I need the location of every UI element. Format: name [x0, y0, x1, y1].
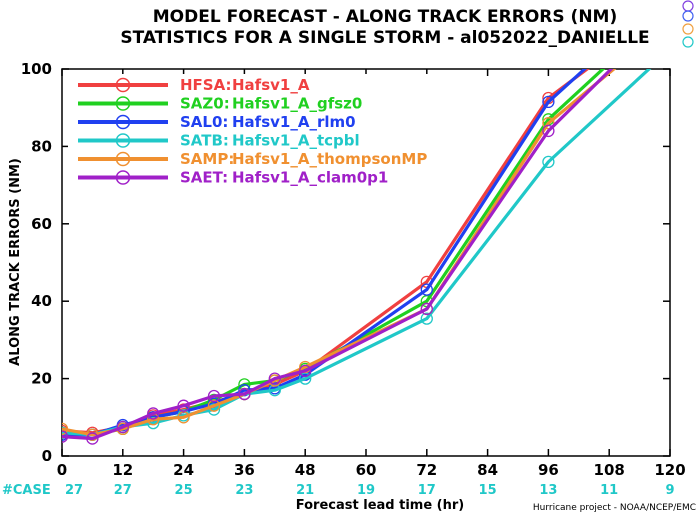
series-point	[86, 428, 99, 441]
x-axis-label: Forecast lead time (hr)	[296, 498, 464, 513]
y-tick-label: 40	[31, 292, 52, 310]
y-tick-label: 0	[42, 447, 52, 465]
y-tick-label: 100	[21, 60, 52, 78]
corner-circle-blue	[682, 10, 694, 22]
series-line-2	[62, 69, 588, 437]
series-point	[238, 387, 251, 401]
x-tick-label: 84	[477, 461, 498, 479]
legend-series-name: Hafsv1_A_rlm0	[232, 113, 356, 131]
case-label: #CASE	[2, 483, 51, 498]
x-tick-label: 24	[173, 461, 194, 479]
x-tick-label: 60	[356, 461, 377, 479]
corner-circle-orange	[682, 23, 694, 35]
legend-series-name: Hafsv1_A_gfsz0	[232, 95, 362, 113]
series-point	[542, 124, 555, 138]
legend-code: HFSA:	[180, 76, 232, 94]
series-point	[420, 312, 433, 325]
series-point	[268, 372, 281, 385]
x-tick-label: 120	[654, 461, 685, 479]
legend-series-name: Hafsv1_A	[232, 76, 310, 94]
x-tick-label: 96	[538, 461, 559, 479]
series-point	[86, 432, 99, 445]
chart-title-line-2: STATISTICS FOR A SINGLE STORM - al052022…	[120, 28, 649, 48]
legend-swatch-marker	[115, 114, 131, 130]
series-point	[62, 422, 69, 436]
legend-series-name: Hafsv1_A_tcpbl	[232, 132, 360, 150]
chart-title-line-1: MODEL FORECAST - ALONG TRACK ERRORS (NM)	[153, 7, 618, 27]
series-point	[420, 283, 433, 296]
case-count: 11	[600, 483, 618, 498]
case-count: 17	[418, 483, 436, 498]
legend-swatch-marker	[115, 170, 131, 185]
x-tick-label: 72	[416, 461, 437, 479]
series-point	[177, 399, 190, 412]
x-tick-label: 48	[295, 461, 316, 479]
corner-circle-cyan	[682, 36, 694, 48]
series-point	[62, 430, 69, 443]
legend-background	[68, 74, 453, 194]
legend-code: SATB:	[180, 132, 229, 150]
y-axis-label: ALONG TRACK ERRORS (NM)	[8, 158, 23, 366]
case-count: 9	[665, 483, 674, 498]
x-tick-label: 0	[57, 461, 67, 479]
y-tick-label: 60	[31, 215, 52, 233]
legend-swatch-marker	[115, 77, 131, 93]
legend-code: SAL0:	[180, 113, 228, 131]
series-point	[207, 399, 221, 412]
x-tick-label: 36	[234, 461, 255, 479]
case-count-row: #CASE 27 27 25 23 21 19 17 15 13 11 9	[2, 483, 675, 498]
case-count: 27	[65, 483, 83, 498]
y-tick-label: 80	[31, 137, 52, 155]
legend-swatch-marker	[115, 133, 131, 148]
legend-swatch-marker	[115, 96, 131, 111]
case-count: 15	[479, 483, 497, 498]
series-point	[147, 416, 160, 430]
case-count: 27	[114, 483, 132, 498]
legend-series-name: Hafsv1_A_thompsonMP	[232, 150, 427, 168]
legend-code: SAMP:	[180, 150, 234, 168]
case-count: 21	[296, 483, 314, 498]
axis-ticks: 0 12 24 36 48 60 72 84 96 108 120 0 20 40 60 80 100	[21, 60, 686, 479]
series-point	[420, 302, 433, 316]
corner-markers	[682, 0, 694, 48]
series-point	[542, 95, 555, 109]
series-point	[207, 389, 221, 403]
legend-code: SAZ0:	[180, 95, 230, 113]
case-count: 25	[175, 483, 193, 498]
x-tick-label: 108	[594, 461, 625, 479]
legend-series-name: Hafsv1_A_clam0p1	[232, 169, 388, 187]
y-tick-label: 20	[31, 370, 52, 388]
series-layer	[62, 69, 652, 445]
legend-swatch-marker	[115, 151, 131, 167]
corner-circle-purple	[682, 0, 694, 12]
series-point	[299, 364, 312, 378]
legend-code: SAET:	[180, 169, 228, 187]
series-point	[62, 426, 69, 439]
case-count: 19	[357, 483, 375, 498]
series-point	[542, 155, 555, 169]
credit-text: Hurricane project - NOAA/NCEP/EMC	[533, 503, 696, 513]
case-count: 13	[539, 483, 557, 498]
case-count: 23	[235, 483, 253, 498]
x-tick-label: 12	[112, 461, 133, 479]
series-point	[116, 420, 129, 434]
series-point	[147, 407, 160, 420]
